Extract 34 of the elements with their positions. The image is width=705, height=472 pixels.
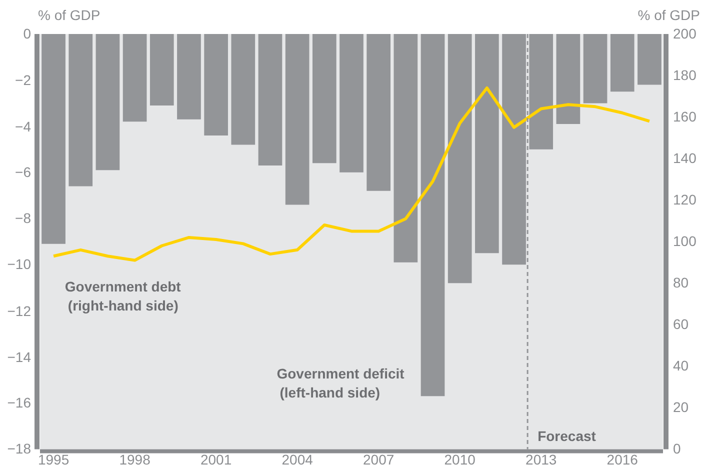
- y-axis-title: % of GDP: [38, 7, 100, 23]
- y2-tick-label: 60: [673, 316, 689, 332]
- ref-line-label: Forecast: [538, 428, 596, 444]
- y-tick-label: −4: [15, 118, 32, 134]
- x-tick-label: 2013: [526, 451, 557, 468]
- series-label: Government deficit (left-hand side): [276, 366, 405, 401]
- y2-tick-label: 200: [673, 26, 697, 42]
- x-tick-label: 2016: [606, 451, 638, 468]
- y-tick-label: −16: [7, 394, 32, 411]
- y2-tick-label: 120: [673, 192, 697, 208]
- y-tick-label: −14: [7, 348, 32, 365]
- x-tick-label: 2007: [363, 451, 394, 468]
- y-tick-label: −12: [7, 302, 32, 319]
- y-tick-label: −2: [15, 72, 32, 88]
- y2-tick-label: 140: [673, 150, 697, 166]
- y-tick-label: −10: [7, 256, 32, 272]
- y2-axis-title: % of GDP: [638, 7, 700, 23]
- x-tick-label: 2004: [282, 451, 314, 468]
- x-tick-label: 2010: [444, 451, 476, 468]
- y2-tick-label: 20: [673, 399, 689, 416]
- y-tick-label: 0: [23, 26, 32, 42]
- series-label: Government debt (right-hand side): [64, 278, 182, 314]
- y2-tick-label: 160: [673, 108, 697, 125]
- y2-tick-label: 180: [673, 67, 697, 84]
- y2-tick-label: 40: [673, 358, 689, 374]
- y2-tick-label: 80: [673, 274, 689, 291]
- x-tick-label: 2001: [200, 451, 232, 468]
- y-tick-label: −6: [15, 164, 32, 180]
- y2-tick-label: 100: [673, 233, 697, 250]
- x-tick-label: 1998: [119, 451, 151, 468]
- y2-tick-label: 0: [673, 440, 681, 457]
- x-tick-label: 1995: [38, 451, 70, 468]
- y-tick-label: −18: [7, 440, 32, 457]
- y-tick-label: −8: [15, 210, 32, 226]
